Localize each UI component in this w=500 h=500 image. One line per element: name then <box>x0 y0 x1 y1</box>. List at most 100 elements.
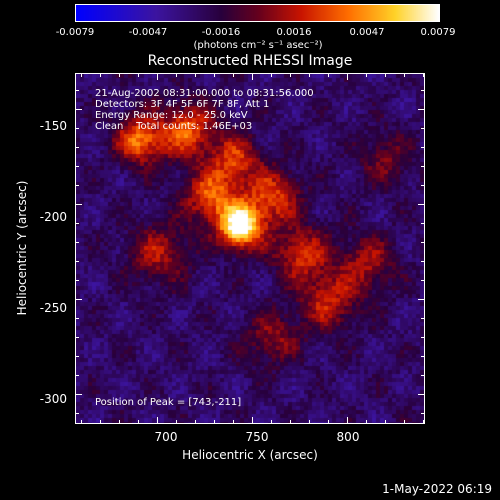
colorbar-units: (photons cm⁻² s⁻¹ asec⁻²) <box>193 40 323 51</box>
tick-mark <box>421 165 425 167</box>
tick-mark <box>80 420 82 424</box>
tick-mark <box>213 73 215 77</box>
tick-mark <box>99 420 101 424</box>
tick-mark <box>251 417 253 424</box>
info-energy-range: Energy Range: 12.0 - 25.0 keV <box>95 110 248 121</box>
colorbar-tick-label: 0.0016 <box>276 27 312 38</box>
plot-area <box>75 73 425 424</box>
tick-mark <box>156 417 158 424</box>
y-tick-label: -150 <box>39 119 67 133</box>
generation-date: 1-May-2022 06:19 <box>382 482 492 496</box>
tick-mark <box>99 73 101 77</box>
tick-mark <box>289 420 291 424</box>
tick-mark <box>385 420 387 424</box>
y-tick-label: -250 <box>39 301 67 315</box>
tick-mark <box>75 184 79 186</box>
tick-mark <box>75 146 79 148</box>
tick-mark <box>118 420 120 424</box>
colorbar-tick-label: 0.0047 <box>349 27 385 38</box>
tick-mark <box>75 128 79 130</box>
x-tick-label: 700 <box>154 430 178 444</box>
tick-mark <box>75 109 82 111</box>
tick-mark <box>75 355 79 357</box>
tick-mark <box>75 222 79 224</box>
tick-mark <box>289 73 291 77</box>
tick-mark <box>418 109 425 111</box>
tick-mark <box>232 73 234 77</box>
tick-mark <box>194 73 196 77</box>
tick-mark <box>137 420 139 424</box>
tick-mark <box>418 203 425 205</box>
info-counts: Clean Total counts: 1.46E+03 <box>95 121 253 132</box>
tick-mark <box>421 184 425 186</box>
tick-mark <box>421 336 425 338</box>
tick-mark <box>194 420 196 424</box>
y-axis-label: Heliocentric Y (arcsec) <box>15 180 29 316</box>
tick-mark <box>75 317 79 319</box>
colorbar-tick-label: 0.0079 <box>420 27 456 38</box>
colorbar <box>75 4 440 22</box>
tick-mark <box>75 260 79 262</box>
tick-mark <box>366 73 368 77</box>
tick-mark <box>251 73 253 80</box>
tick-mark <box>421 279 425 281</box>
colorbar-tick-label: -0.0079 <box>55 27 95 38</box>
tick-mark <box>137 73 139 77</box>
tick-mark <box>175 73 177 77</box>
tick-mark <box>118 73 120 77</box>
tick-mark <box>75 90 79 92</box>
tick-mark <box>421 90 425 92</box>
tick-mark <box>270 73 272 77</box>
x-tick-label: 800 <box>336 430 360 444</box>
tick-mark <box>421 241 425 243</box>
tick-mark <box>347 417 348 424</box>
tick-mark <box>75 165 79 167</box>
heatmap-image <box>76 74 424 423</box>
tick-mark <box>404 73 406 77</box>
tick-mark <box>75 336 79 338</box>
info-detectors: Detectors: 3F 4F 5F 6F 7F 8F, Att 1 <box>95 99 270 110</box>
tick-mark <box>421 412 425 414</box>
tick-mark <box>423 420 425 424</box>
tick-mark <box>421 260 425 262</box>
tick-mark <box>421 222 425 224</box>
tick-mark <box>421 374 425 376</box>
tick-mark <box>347 73 348 80</box>
y-tick-label: -300 <box>39 392 67 406</box>
tick-mark <box>75 412 79 414</box>
tick-mark <box>75 203 82 205</box>
tick-mark <box>421 146 425 148</box>
tick-mark <box>80 73 82 77</box>
tick-mark <box>75 393 82 395</box>
tick-mark <box>175 420 177 424</box>
tick-mark <box>75 279 79 281</box>
tick-mark <box>418 393 425 395</box>
tick-mark <box>423 73 425 77</box>
tick-mark <box>308 73 310 77</box>
x-axis-label: Heliocentric X (arcsec) <box>182 448 318 462</box>
tick-mark <box>421 317 425 319</box>
info-time-range: 21-Aug-2002 08:31:00.000 to 08:31:56.000 <box>95 88 314 99</box>
tick-mark <box>75 298 82 300</box>
y-tick-label: -200 <box>39 210 67 224</box>
tick-mark <box>213 420 215 424</box>
tick-mark <box>385 73 387 77</box>
peak-position-label: Position of Peak = [743,-211] <box>95 397 242 408</box>
tick-mark <box>418 298 425 300</box>
x-tick-label: 750 <box>245 430 269 444</box>
colorbar-tick-label: -0.0047 <box>128 27 168 38</box>
tick-mark <box>156 73 158 80</box>
tick-mark <box>404 420 406 424</box>
tick-mark <box>75 374 79 376</box>
tick-mark <box>327 73 329 77</box>
tick-mark <box>308 420 310 424</box>
chart-title: Reconstructed RHESSI Image <box>147 53 353 69</box>
tick-mark <box>421 355 425 357</box>
tick-mark <box>232 420 234 424</box>
tick-mark <box>366 420 368 424</box>
tick-mark <box>421 128 425 130</box>
tick-mark <box>75 241 79 243</box>
tick-mark <box>270 420 272 424</box>
tick-mark <box>327 420 329 424</box>
colorbar-tick-label: -0.0016 <box>201 27 241 38</box>
